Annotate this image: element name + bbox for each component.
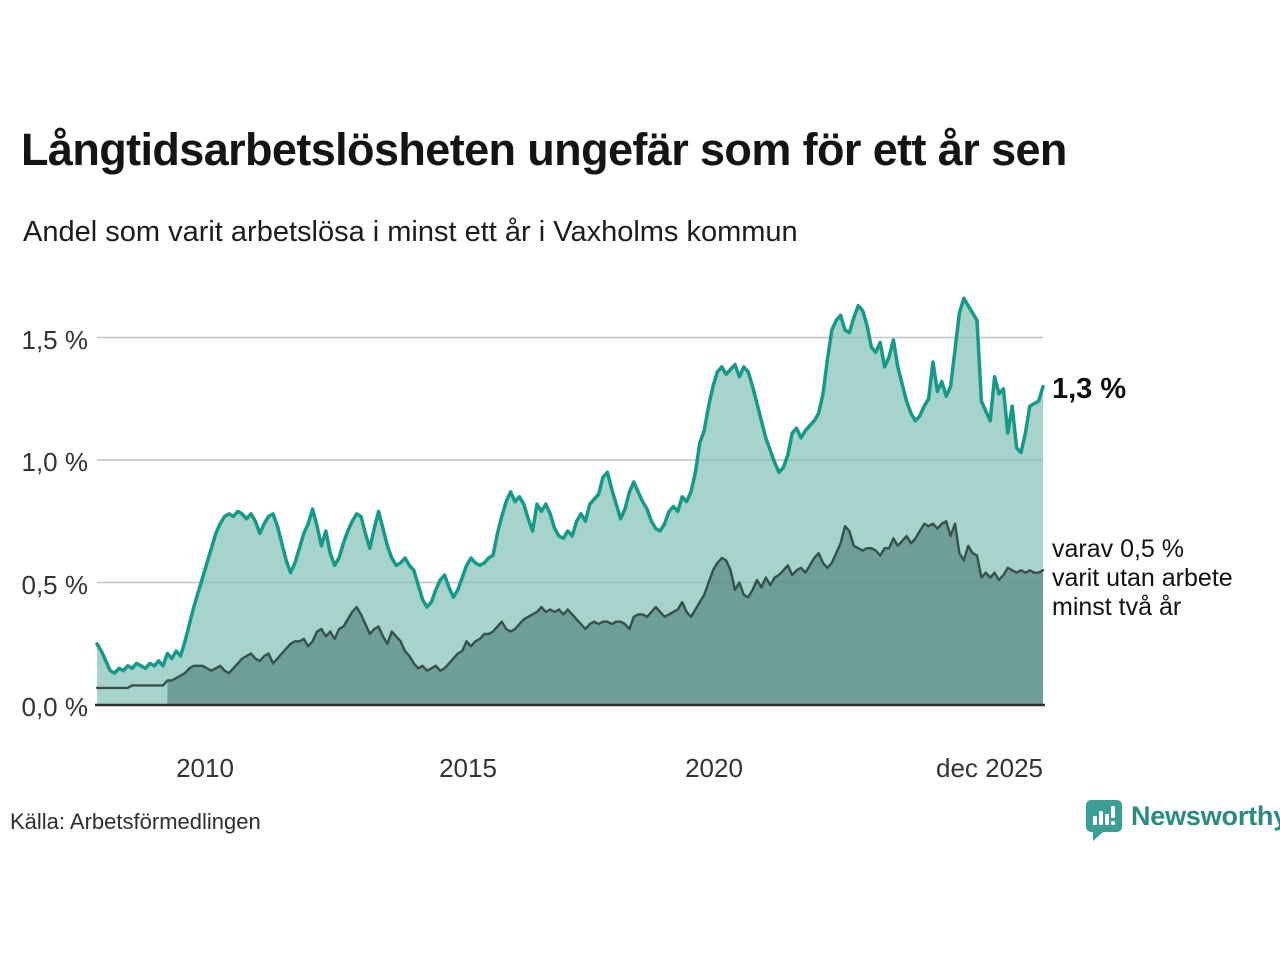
secondary-annotation-line-3: minst två år	[1052, 593, 1182, 621]
newsworthy-bubble-chart-icon	[1086, 800, 1122, 841]
y-tick-label-1-0: 1,0 %	[21, 447, 89, 477]
logo-bar-1	[1093, 816, 1097, 825]
secondary-annotation-line-2: varit utan arbete	[1052, 564, 1233, 592]
logo-bubble-shape	[1086, 800, 1122, 841]
page-title: Långtidsarbetslösheten ungefär som för e…	[21, 124, 1067, 175]
newsworthy-logo: Newsworthy	[1086, 800, 1280, 842]
logo-bar-2	[1099, 811, 1103, 825]
y-tick-label-0-0: 0,0 %	[21, 692, 89, 722]
secondary-annotation: varav 0,5 % varit utan arbete minst två …	[1052, 535, 1233, 622]
page-subtitle: Andel som varit arbetslösa i minst ett å…	[23, 216, 798, 248]
y-tick-label-1-5: 1,5 %	[21, 325, 89, 355]
line-series-one-year	[95, 296, 1045, 675]
gridlines-over	[97, 336, 1043, 584]
logo-exclamation-bar	[1111, 806, 1115, 818]
x-tick-label-2020: 2020	[685, 753, 743, 783]
x-tick-label-2010: 2010	[176, 753, 234, 783]
logo-bar-3	[1105, 814, 1109, 825]
area-series-two-years	[167, 521, 1043, 705]
x-tick-label-dec-2025: dec 2025	[936, 753, 1043, 783]
logo-exclamation-dot	[1111, 821, 1115, 825]
newsworthy-wordmark: Newsworthy	[1131, 801, 1280, 831]
x-tick-label-2015: 2015	[439, 753, 497, 783]
source-credit: Källa: Arbetsförmedlingen	[10, 809, 261, 834]
line-series-two-years	[95, 520, 1045, 690]
latest-value-annotation: 1,3 %	[1052, 373, 1127, 405]
y-tick-label-0-5: 0,5 %	[21, 570, 89, 600]
secondary-annotation-line-1: varav 0,5 %	[1052, 535, 1185, 563]
